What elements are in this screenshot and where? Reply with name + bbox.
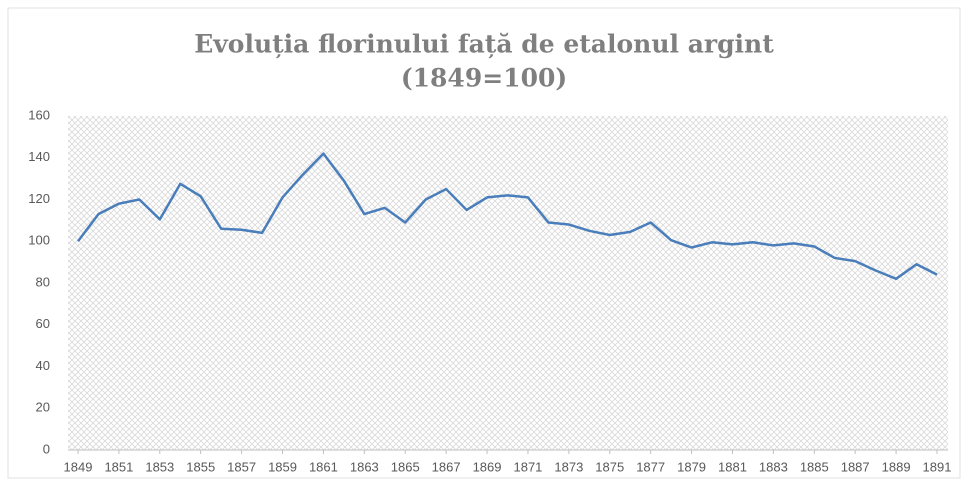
x-tick-label: 1855 [186,459,215,474]
x-tick-label: 1861 [309,459,338,474]
y-tick-label: 140 [28,149,50,164]
x-tick-label: 1859 [268,459,297,474]
y-tick-label: 0 [43,441,50,456]
x-tick-label: 1891 [923,459,952,474]
y-tick-label: 120 [28,191,50,206]
x-tick-label: 1879 [677,459,706,474]
y-tick-label: 100 [28,233,50,248]
y-tick-label: 20 [36,400,50,415]
x-tick-label: 1877 [636,459,665,474]
line-series [77,152,938,281]
x-tick-label: 1885 [800,459,829,474]
x-tick-label: 1887 [841,459,870,474]
x-tick-label: 1889 [882,459,911,474]
plot-area [68,116,948,450]
y-tick-label: 160 [28,107,50,122]
x-tick-label: 1881 [718,459,747,474]
x-tick-label: 1853 [145,459,174,474]
chart-title: (1849=100) [401,64,567,93]
y-tick-label: 40 [36,358,50,373]
x-tick-label: 1873 [554,459,583,474]
x-tick-label: 1883 [759,459,788,474]
x-tick-label: 1857 [227,459,256,474]
x-tick-label: 1871 [513,459,542,474]
x-tick-label: 1875 [595,459,624,474]
chart-title: Evoluția florinului față de etalonul arg… [194,30,774,59]
y-tick-label: 80 [36,274,50,289]
x-tick-label: 1863 [350,459,379,474]
x-tick-label: 1869 [473,459,502,474]
y-tick-label: 60 [36,316,50,331]
x-tick-label: 1851 [104,459,133,474]
x-tick-label: 1865 [391,459,420,474]
x-tick-label: 1867 [432,459,461,474]
x-tick-label: 1849 [64,459,93,474]
